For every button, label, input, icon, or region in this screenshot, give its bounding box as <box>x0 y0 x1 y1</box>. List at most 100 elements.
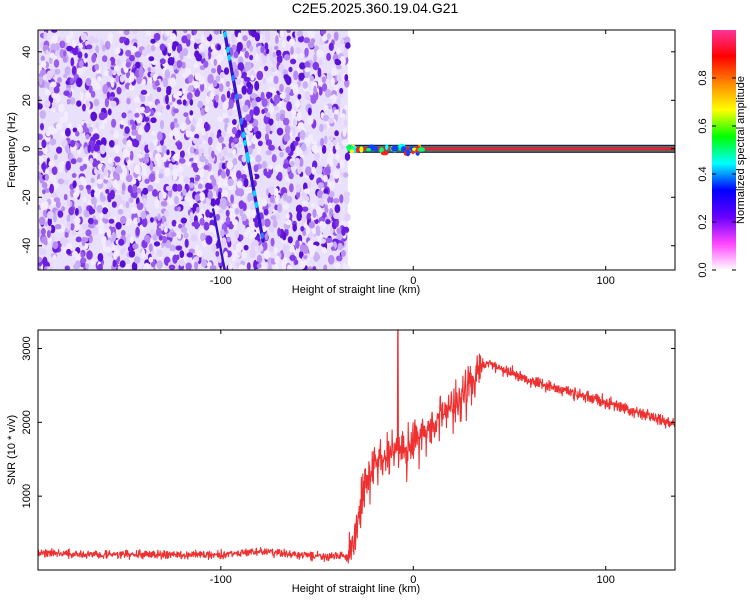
noise-speckle <box>88 126 93 133</box>
noise-speckle <box>169 33 177 42</box>
noise-speckle <box>111 118 117 128</box>
noise-speckle <box>193 30 198 35</box>
noise-speckle <box>211 150 215 159</box>
noise-speckle <box>135 226 140 237</box>
noise-speckle <box>244 50 250 59</box>
noise-speckle <box>68 206 75 216</box>
noise-speckle <box>79 91 84 101</box>
noise-speckle <box>174 195 179 205</box>
noise-speckle <box>222 101 229 110</box>
noise-speckle <box>189 182 194 189</box>
noise-speckle <box>88 35 95 44</box>
noise-speckle <box>336 98 341 107</box>
noise-speckle <box>290 82 297 88</box>
noise-speckle <box>184 238 189 248</box>
noise-speckle <box>183 30 188 34</box>
noise-speckle <box>194 133 200 140</box>
colorbar-tick-label: 0.4 <box>697 166 709 181</box>
noise-speckle <box>137 128 144 135</box>
noise-speckle <box>165 185 172 192</box>
noise-speckle <box>159 119 165 130</box>
noise-speckle <box>307 107 312 116</box>
noise-speckle <box>334 130 339 137</box>
noise-speckle <box>264 65 269 72</box>
noise-speckle <box>46 230 51 238</box>
noise-speckle <box>214 89 220 95</box>
noise-speckle <box>45 130 51 137</box>
noise-speckle <box>77 51 83 59</box>
noise-speckle <box>59 40 66 49</box>
noise-speckle <box>325 237 333 243</box>
noise-speckle <box>334 109 340 115</box>
noise-speckle <box>225 216 231 225</box>
noise-speckle <box>115 194 122 202</box>
diagonal-highlight <box>226 46 230 54</box>
noise-speckle <box>272 51 277 58</box>
noise-speckle <box>209 265 217 270</box>
noise-speckle <box>326 155 333 165</box>
noise-speckle <box>38 216 46 226</box>
noise-speckle <box>173 92 179 99</box>
noise-speckle <box>121 182 126 192</box>
noise-speckle <box>106 228 112 238</box>
noise-speckle <box>131 178 137 185</box>
noise-speckle <box>57 210 64 218</box>
noise-speckle <box>164 167 171 177</box>
x-tick-label: -100 <box>210 574 232 586</box>
noise-speckle <box>156 146 160 152</box>
noise-speckle <box>193 81 200 89</box>
noise-speckle <box>111 201 117 208</box>
noise-speckle <box>48 160 55 168</box>
noise-speckle <box>108 140 115 148</box>
noise-speckle <box>185 130 192 138</box>
noise-speckle <box>40 55 45 62</box>
noise-speckle <box>201 127 206 136</box>
noise-speckle <box>80 32 88 41</box>
noise-speckle <box>99 144 106 155</box>
noise-speckle <box>261 263 267 270</box>
noise-speckle <box>294 99 301 109</box>
noise-speckle <box>63 90 70 96</box>
noise-speckle <box>285 86 291 94</box>
noise-speckle <box>150 45 156 52</box>
noise-speckle <box>317 67 322 78</box>
noise-speckle <box>118 238 125 246</box>
noise-speckle <box>179 250 185 258</box>
noise-speckle <box>268 185 275 194</box>
noise-speckle <box>71 39 77 49</box>
noise-speckle <box>241 250 247 259</box>
noise-speckle <box>306 212 312 222</box>
noise-speckle <box>171 43 177 52</box>
noise-speckle <box>218 83 224 92</box>
noise-speckle <box>71 173 77 178</box>
noise-speckle <box>38 30 42 35</box>
noise-speckle <box>275 35 279 44</box>
noise-speckle <box>271 56 278 66</box>
noise-speckle <box>190 35 195 42</box>
noise-speckle <box>211 177 217 187</box>
noise-speckle <box>281 238 288 244</box>
noise-speckle <box>277 171 283 182</box>
noise-speckle <box>279 93 286 99</box>
noise-speckle <box>153 138 158 146</box>
noise-speckle <box>166 104 171 110</box>
noise-speckle <box>334 84 338 92</box>
noise-speckle <box>115 165 122 174</box>
noise-speckle <box>302 260 308 266</box>
noise-speckle <box>46 70 53 81</box>
noise-speckle <box>38 150 44 156</box>
noise-speckle <box>328 117 335 124</box>
noise-speckle <box>38 256 42 263</box>
noise-speckle <box>251 209 256 219</box>
noise-speckle <box>213 58 218 66</box>
noise-speckle <box>95 45 100 54</box>
noise-speckle <box>97 253 104 262</box>
noise-speckle <box>247 193 252 202</box>
noise-speckle <box>69 97 76 105</box>
noise-speckle <box>114 156 121 163</box>
noise-speckle <box>219 71 225 79</box>
noise-speckle <box>333 170 340 179</box>
noise-speckle <box>51 30 58 33</box>
noise-speckle <box>272 219 278 228</box>
noise-speckle <box>59 48 65 59</box>
